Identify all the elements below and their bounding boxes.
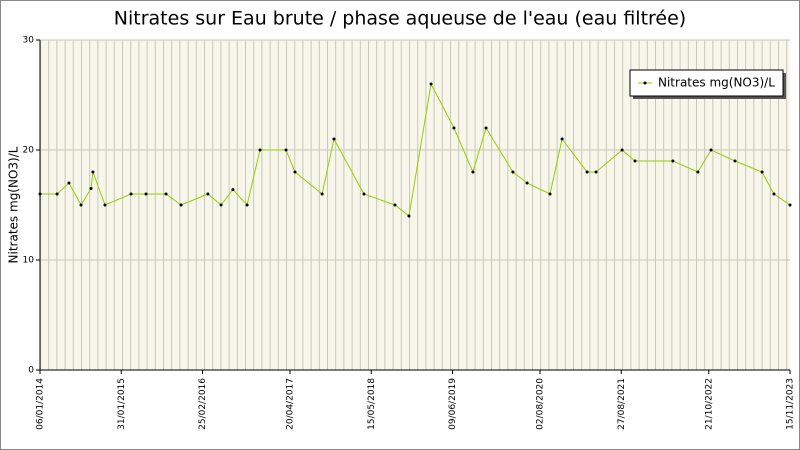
data-point (103, 203, 107, 207)
legend (629, 69, 786, 99)
data-point (144, 192, 148, 196)
x-tick-label: 09/06/2019 (448, 378, 458, 430)
data-point (258, 148, 262, 152)
data-point (772, 192, 776, 196)
data-point (293, 170, 297, 174)
data-point (525, 181, 529, 185)
legend-label: Nitrates mg(NO3)/L (658, 76, 775, 90)
data-point (733, 159, 737, 163)
y-tick-label: 30 (23, 36, 35, 46)
data-point (179, 203, 183, 207)
data-point (429, 82, 433, 86)
data-point (484, 126, 488, 130)
data-point (55, 192, 59, 196)
data-point (671, 159, 675, 163)
data-point (788, 203, 792, 207)
data-point (511, 170, 515, 174)
data-point (219, 203, 223, 207)
y-axis-label: Nitrates mg(NO3)/L (7, 146, 21, 263)
data-point (284, 148, 288, 152)
data-point (38, 192, 42, 196)
data-point (91, 170, 95, 174)
y-tick-label: 20 (23, 146, 35, 156)
data-point (67, 181, 71, 185)
data-point (633, 159, 637, 163)
data-point (620, 148, 624, 152)
data-point (164, 192, 168, 196)
data-point (560, 137, 564, 141)
data-point (245, 203, 249, 207)
x-tick-label: 27/08/2021 (617, 378, 627, 430)
x-tick-label: 02/08/2020 (536, 378, 546, 430)
y-tick-label: 10 (23, 256, 35, 266)
data-point (231, 188, 235, 192)
data-point (89, 187, 93, 190)
data-point (585, 170, 589, 174)
data-point (548, 192, 552, 196)
x-tick-label: 20/04/2017 (286, 378, 296, 430)
x-tick-label: 31/01/2015 (117, 378, 127, 430)
data-point (594, 170, 598, 174)
data-point (393, 203, 397, 207)
x-tick-label: 21/10/2022 (704, 378, 714, 430)
chart-title: Nitrates sur Eau brute / phase aqueuse d… (114, 8, 686, 30)
series-line (40, 82, 791, 217)
data-point (332, 137, 336, 141)
data-point (129, 192, 133, 196)
data-point (760, 170, 764, 174)
data-point (709, 148, 713, 152)
data-point (452, 126, 456, 130)
x-tick-label: 15/11/2023 (786, 378, 796, 430)
data-point (696, 170, 700, 174)
data-point (471, 170, 475, 174)
data-point (407, 214, 411, 218)
data-point (79, 203, 83, 207)
legend-marker (643, 81, 647, 85)
x-tick-label: 25/02/2016 (198, 378, 208, 430)
x-tick-label: 06/01/2014 (36, 378, 46, 430)
data-point (362, 192, 366, 196)
x-tick-label: 15/05/2018 (367, 378, 377, 430)
data-point (206, 192, 210, 196)
y-tick-label: 0 (28, 366, 34, 376)
data-point (320, 192, 324, 196)
legend-box (629, 69, 784, 97)
